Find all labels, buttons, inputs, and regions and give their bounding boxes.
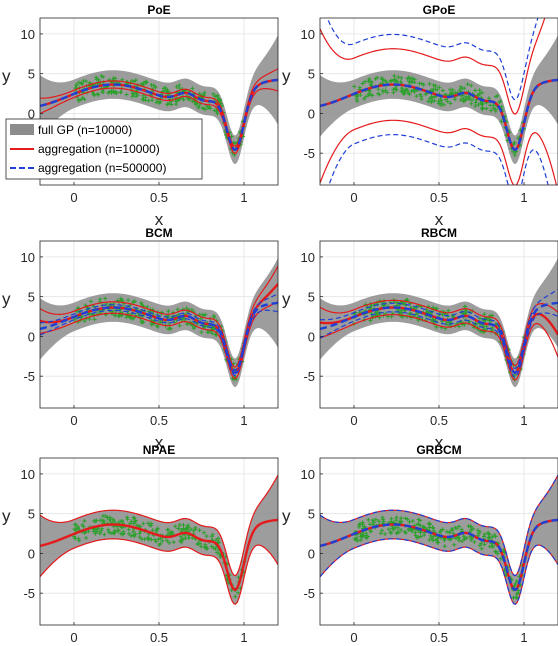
aggregation-500000-upper (326, 18, 539, 101)
panel-title: BCM (145, 226, 172, 240)
y-tick-label: -5 (23, 586, 35, 601)
aggregation-10000-lower (40, 301, 278, 380)
x-axis-label: x (155, 210, 164, 229)
y-tick-label: 5 (28, 67, 35, 82)
y-tick-label: 10 (301, 467, 315, 482)
y-tick-label: 0 (28, 106, 35, 121)
aggregation-500000-mean (40, 78, 278, 152)
panel-title: GRBCM (416, 443, 461, 457)
plot-area (40, 35, 278, 165)
x-axis-label: x (435, 433, 444, 452)
y-tick-label: 5 (308, 67, 315, 82)
x-tick-label: 0 (350, 413, 357, 428)
x-tick-label: 0.5 (430, 630, 448, 645)
y-tick-label: 0 (308, 546, 315, 561)
y-tick-label: 0 (308, 106, 315, 121)
aggregation-500000-lower (320, 538, 558, 605)
x-tick-label: 1 (520, 190, 527, 205)
aggregation-10000-lower (40, 87, 278, 155)
x-tick-label: 1 (240, 190, 247, 205)
x-tick-label: 1 (240, 413, 247, 428)
panel-npae: 00.51-50510NPAExy (2, 443, 279, 645)
panel-bcm: 0 0.5 1 -5 0 5 10 BCM x y (2, 226, 279, 452)
aggregation-500000-lower (320, 311, 558, 378)
aggregation-10000-upper (320, 299, 558, 367)
y-tick-label: -5 (303, 369, 315, 384)
y-axis-label: y (282, 66, 291, 85)
x-tick-label: 0 (350, 630, 357, 645)
panel-title: GPoE (423, 3, 456, 17)
y-tick-label: 10 (21, 250, 35, 265)
plot-area (40, 258, 278, 388)
y-tick-label: 10 (301, 250, 315, 265)
legend: full GP (n=10000) aggregation (n=10000) … (5, 118, 203, 180)
panel-title: RBCM (421, 226, 457, 240)
y-axis-label: y (2, 66, 11, 85)
y-tick-label: 5 (28, 290, 35, 305)
x-axis-label: x (155, 433, 164, 452)
x-tick-label: 0 (350, 190, 357, 205)
y-tick-label: 5 (308, 507, 315, 522)
y-tick-label: 10 (21, 27, 35, 42)
x-tick-label: 0.5 (430, 413, 448, 428)
y-tick-label: 5 (28, 507, 35, 522)
aggregation-500000-mean (40, 301, 278, 375)
x-tick-label: 1 (520, 630, 527, 645)
plot-area (320, 258, 558, 388)
aggregation-10000-lower (40, 538, 278, 605)
y-tick-label: 0 (28, 546, 35, 561)
y-axis-label: y (282, 289, 291, 308)
plot-area (320, 18, 558, 185)
y-axis-label: y (282, 506, 291, 525)
legend-label-aggregation-500000: aggregation (n=500000) (38, 161, 166, 175)
panel-gpoe: 0 0.5 1 -5 0 5 10 GPoE x y (282, 3, 558, 229)
panel-grbcm: 00.51-50510GRBCMxy (282, 443, 558, 645)
y-tick-label: -5 (303, 586, 315, 601)
x-tick-label: 0.5 (150, 630, 168, 645)
legend-label-aggregation-10000: aggregation (n=10000) (38, 142, 160, 156)
legend-swatch-band (10, 124, 34, 135)
plot-area (320, 474, 558, 605)
data-points (352, 73, 526, 158)
aggregation-10000-lower (320, 314, 558, 381)
aggregation-10000-upper (40, 265, 278, 368)
panel-rbcm: 0 0.5 1 -5 0 5 10 RBCM x y (282, 226, 558, 452)
x-tick-label: 1 (520, 413, 527, 428)
panel-title: NPAE (143, 443, 175, 457)
x-tick-label: 0 (70, 630, 77, 645)
y-tick-label: 0 (28, 329, 35, 344)
legend-label-full-gp: full GP (n=10000) (38, 123, 132, 137)
aggregation-10000-lower (320, 119, 557, 185)
plot-area (40, 474, 278, 605)
y-tick-label: 10 (21, 467, 35, 482)
aggregation-10000-upper (320, 18, 546, 115)
full-gp-band (320, 258, 558, 388)
y-tick-label: -5 (23, 369, 35, 384)
y-tick-label: 5 (308, 290, 315, 305)
y-axis-label: y (2, 506, 11, 525)
aggregation-500000-mean (320, 78, 558, 152)
aggregation-10000-mean (40, 518, 278, 592)
x-axis-label: x (435, 210, 444, 229)
y-tick-label: -5 (303, 146, 315, 161)
x-tick-label: 0.5 (150, 190, 168, 205)
panel-title: PoE (147, 3, 170, 17)
aggregation-500000-lower (40, 309, 278, 377)
y-tick-label: 10 (301, 27, 315, 42)
aggregation-500000-mean (320, 301, 558, 375)
legend-box (5, 118, 203, 180)
y-axis-label: y (2, 289, 11, 308)
x-tick-label: 0.5 (150, 413, 168, 428)
aggregation-500000-mean (320, 518, 558, 592)
y-tick-label: 0 (308, 329, 315, 344)
x-tick-label: 0.5 (430, 190, 448, 205)
aggregation-500000-upper (320, 288, 558, 370)
aggregation-500000-upper (320, 474, 558, 577)
aggregation-10000-upper (40, 474, 278, 577)
x-tick-label: 0 (70, 413, 77, 428)
panel-poe: 00.51-50510PoExy (2, 3, 279, 229)
x-tick-label: 1 (240, 630, 247, 645)
x-tick-label: 0 (70, 190, 77, 205)
